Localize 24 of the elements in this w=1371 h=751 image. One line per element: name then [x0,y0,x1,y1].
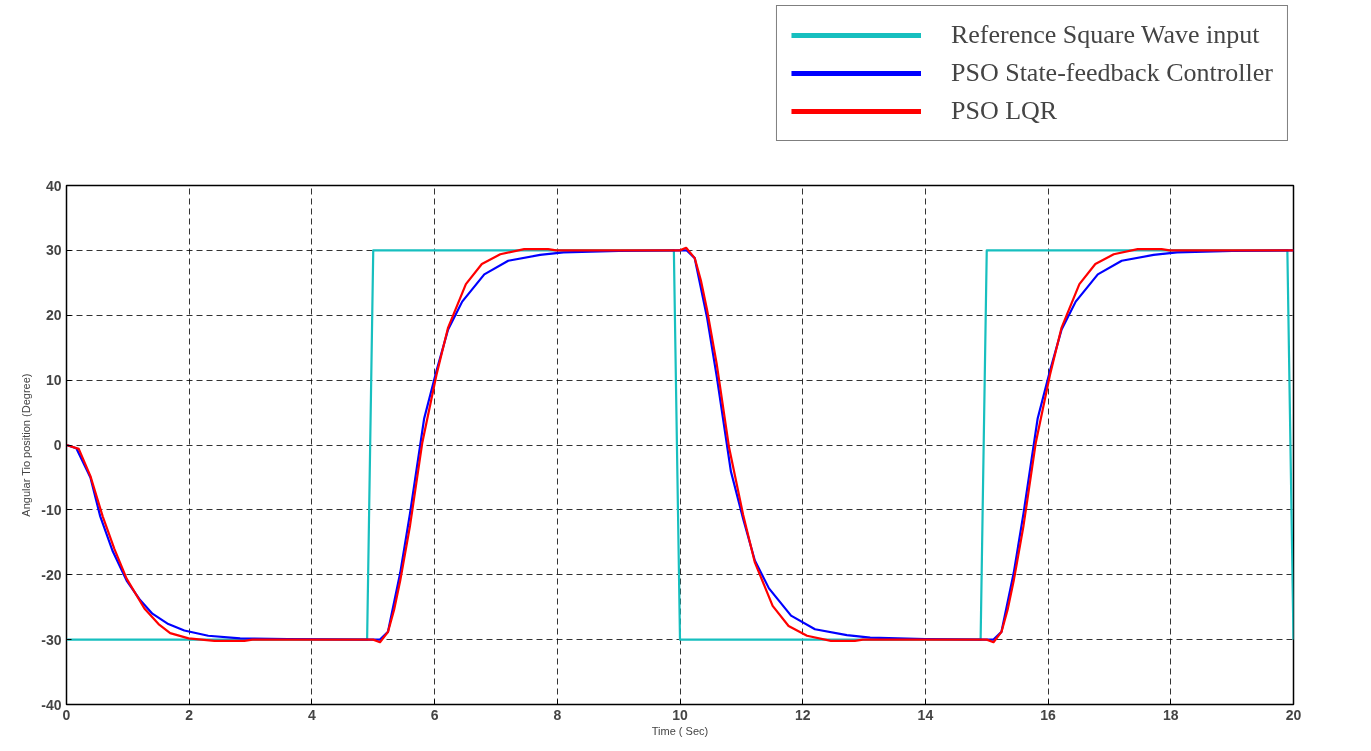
y-tick-label: 40 [45,177,62,194]
legend-label: PSO LQR [950,96,1058,126]
x-tick-label: 8 [553,706,562,723]
x-tick-label: 18 [1163,706,1179,723]
y-tick-label: 20 [45,307,62,324]
x-axis-title: Time ( Sec) [651,724,709,737]
x-tick-label: 12 [794,706,811,723]
y-axis-title: Angular Tio position (Degree) [20,373,33,517]
y-tick-label: -40 [41,696,62,713]
y-tick-label: 0 [53,437,62,453]
legend-label: PSO State-feedback Controller [950,58,1273,88]
x-tick-label: 10 [672,706,688,723]
x-tick-label: 2 [185,706,194,723]
x-tick-label: 6 [430,706,439,723]
legend-label: Reference Square Wave input [950,20,1260,50]
y-tick-label: -10 [41,501,62,518]
y-tick-label: -20 [41,566,62,583]
y-tick-label: 30 [45,242,62,259]
y-tick-label: 10 [45,372,62,389]
x-tick-label: 14 [917,706,934,723]
x-tick-label: 4 [308,706,317,723]
y-tick-label: -30 [41,631,62,648]
x-tick-label: 16 [1040,706,1057,723]
x-tick-label: 20 [1285,706,1302,723]
